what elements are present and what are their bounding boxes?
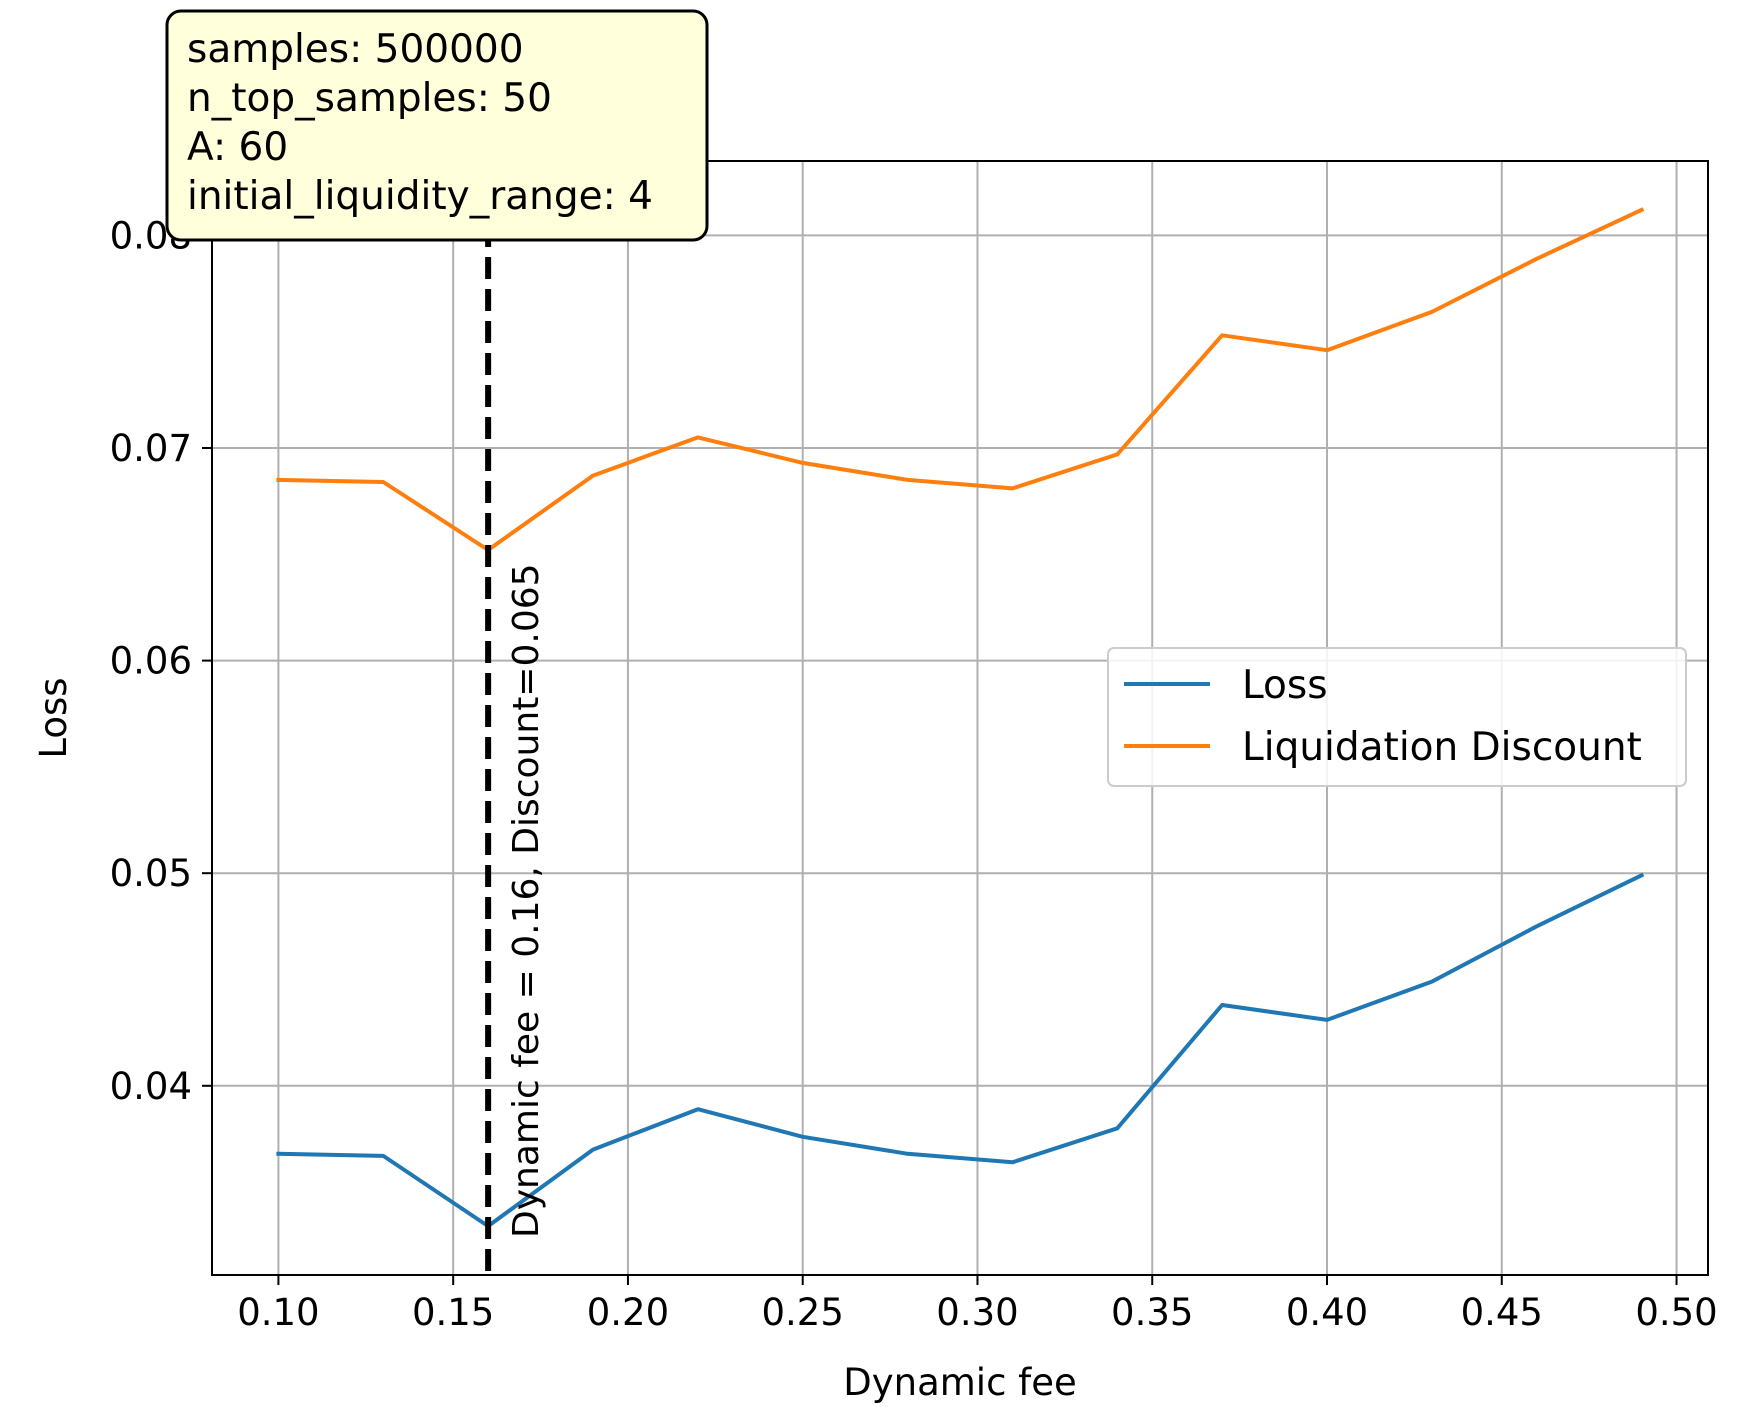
info-line-a: A: 60 bbox=[187, 125, 288, 170]
x-tick-label: 0.25 bbox=[762, 1291, 844, 1334]
x-tick-label: 0.20 bbox=[587, 1291, 669, 1334]
info-line-initial-liquidity-range: initial_liquidity_range: 4 bbox=[187, 174, 653, 219]
legend-entry-loss: Loss bbox=[1242, 663, 1328, 708]
y-tick-label: 0.07 bbox=[110, 427, 192, 470]
x-axis-label: Dynamic fee bbox=[843, 1361, 1077, 1404]
series-line-loss bbox=[276, 872, 1645, 1229]
y-tick-label: 0.06 bbox=[110, 640, 192, 683]
x-tick-label: 0.15 bbox=[412, 1291, 494, 1334]
info-line-n-top-samples: n_top_samples: 50 bbox=[187, 76, 552, 121]
y-tick-label: 0.04 bbox=[110, 1065, 192, 1108]
y-tick-label: 0.05 bbox=[110, 852, 192, 895]
legend: Loss Liquidation Discount bbox=[1107, 647, 1687, 787]
info-box: samples: 500000 n_top_samples: 50 A: 60 … bbox=[165, 9, 709, 242]
x-tick-label: 0.10 bbox=[237, 1291, 319, 1334]
legend-box bbox=[1107, 647, 1687, 787]
legend-entry-liquidation-discount: Liquidation Discount bbox=[1242, 725, 1642, 770]
x-axis-ticks: 0.10 0.15 0.20 0.25 0.30 0.35 0.40 0.45 0.50 bbox=[237, 1275, 1718, 1334]
x-tick-label: 0.30 bbox=[936, 1291, 1018, 1334]
x-tick-label: 0.50 bbox=[1635, 1291, 1717, 1334]
x-tick-label: 0.35 bbox=[1111, 1291, 1193, 1334]
grid bbox=[212, 161, 1708, 1275]
info-line-samples: samples: 500000 bbox=[187, 27, 524, 72]
x-tick-label: 0.40 bbox=[1286, 1291, 1368, 1334]
x-tick-label: 0.45 bbox=[1461, 1291, 1543, 1334]
info-box-background bbox=[165, 9, 709, 242]
axes-frame bbox=[211, 160, 1709, 1276]
y-axis-label: Loss bbox=[32, 677, 75, 758]
vline-annotation: Dynamic fee = 0.16, Discount=0.065 bbox=[506, 563, 547, 1238]
series-line-liquidation-discount bbox=[276, 207, 1645, 552]
